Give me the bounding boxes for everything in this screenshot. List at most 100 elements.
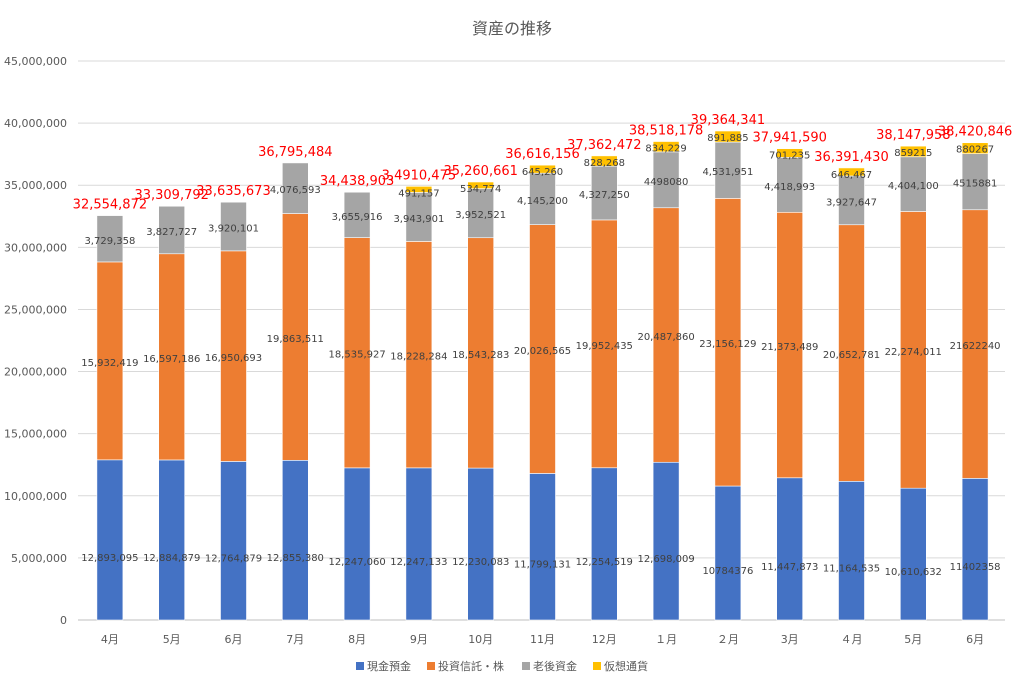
data-label: 11,799,131	[514, 560, 571, 571]
total-label: 36,616,156	[505, 147, 579, 162]
y-tick-label: 0	[60, 614, 67, 627]
data-label: 10784376	[702, 566, 753, 577]
data-label: 12,764,879	[205, 554, 262, 565]
y-tick-label: 20,000,000	[4, 366, 67, 379]
data-label: 4,404,100	[888, 181, 939, 192]
data-label: 645,260	[522, 167, 563, 178]
data-label: 646,467	[831, 170, 872, 181]
data-label: 12,247,060	[328, 557, 385, 568]
legend-label: 老後資金	[533, 659, 577, 673]
y-tick-label: 30,000,000	[4, 241, 67, 254]
total-label: 38,147,958	[876, 128, 950, 143]
bar-segment	[529, 473, 556, 621]
data-label: 12,698,009	[637, 554, 694, 565]
x-tick-label: 8月	[348, 633, 366, 646]
x-tick-label: 6月	[966, 633, 984, 646]
x-tick-label: 11月	[530, 633, 555, 646]
bar-segment	[220, 201, 247, 252]
legend-label: 現金預金	[367, 659, 411, 673]
y-tick-label: 40,000,000	[4, 117, 67, 130]
data-label: 11,164,535	[823, 564, 880, 575]
data-label: 21,373,489	[761, 342, 818, 353]
x-tick-label: 5月	[163, 633, 181, 646]
bar-segment	[405, 186, 433, 193]
data-label: 23,156,129	[699, 339, 756, 350]
data-label: 11402358	[950, 562, 1001, 573]
x-tick-label: 5月	[904, 633, 922, 646]
data-label: 4498080	[644, 177, 689, 188]
data-label: 3,655,916	[332, 212, 383, 223]
x-tick-label: 3月	[781, 633, 799, 646]
data-label: 18,228,284	[390, 352, 447, 363]
data-label: 12,884,879	[143, 553, 200, 564]
bar-segment	[343, 191, 371, 238]
data-label: 20,652,781	[823, 350, 880, 361]
legend-swatch	[427, 662, 435, 670]
bar-segment	[961, 478, 989, 621]
total-label: 38,420,846	[938, 125, 1012, 140]
bar-segment	[590, 467, 618, 621]
bar-segment	[96, 215, 124, 263]
bar-segment	[652, 207, 680, 463]
total-label: 35,260,661	[443, 164, 517, 179]
bar-segment	[96, 459, 124, 621]
data-label: 859215	[894, 148, 932, 159]
total-label: 33,309,792	[134, 188, 208, 203]
data-label: 12,254,519	[576, 557, 633, 568]
bar-segment	[158, 205, 185, 255]
y-tick-label: 5,000,000	[11, 552, 67, 565]
bar-segment	[405, 467, 433, 621]
bar-segment	[529, 224, 556, 474]
legend-swatch	[522, 662, 530, 670]
bar-segment	[467, 467, 495, 621]
data-label: 3,952,521	[455, 210, 506, 221]
bar-segment	[529, 164, 556, 174]
bar-segment	[714, 130, 742, 143]
data-label: 3,920,101	[208, 224, 259, 235]
bar-segment	[96, 261, 124, 461]
data-label: 4,327,250	[579, 190, 630, 201]
total-label: 33,635,673	[196, 184, 270, 199]
y-tick-label: 15,000,000	[4, 428, 67, 441]
x-tick-label: 6月	[225, 633, 243, 646]
bar-segment	[405, 241, 433, 469]
x-tick-label: 7月	[286, 633, 304, 646]
bar-segment	[961, 153, 989, 211]
bar-segment	[838, 481, 865, 621]
data-label: 12,230,083	[452, 557, 509, 568]
data-label: 828,268	[584, 158, 625, 169]
data-label: 16,950,693	[205, 353, 262, 364]
data-label: 3,827,727	[146, 227, 197, 238]
total-label: 32,554,872	[73, 198, 147, 213]
y-tick-label: 45,000,000	[4, 55, 67, 68]
bar-segment	[220, 461, 247, 621]
bar-segment	[776, 211, 804, 479]
total-label: 37,362,472	[567, 138, 641, 153]
bar-segment	[158, 459, 185, 621]
chart-title: 資産の推移	[472, 19, 552, 38]
bar-segment	[467, 237, 495, 469]
total-label: 37,941,590	[752, 131, 826, 146]
bar-segment	[281, 460, 309, 621]
bar-segment	[281, 213, 309, 461]
data-labels: 12,893,095 15,932,419 3,729,358 32,554,872 1…	[73, 113, 1013, 578]
legend: 現金預金 投資信託・株 老後資金 仮想通貨	[356, 659, 648, 673]
bar-segment	[714, 485, 742, 621]
bar-segment	[590, 219, 618, 469]
data-label: 12,247,133	[390, 557, 447, 568]
data-label: 21622240	[950, 341, 1001, 352]
x-axis-tick-labels: 4月 5月 6月 7月 8月 9月 10月 11月 12月 １月 ２月 3月 ４月 5月 6月	[101, 633, 984, 646]
data-label: 15,932,419	[81, 358, 138, 369]
data-label: 12,855,380	[267, 553, 324, 564]
bar-segment	[899, 145, 927, 158]
bar-segment	[652, 141, 680, 153]
bar-segment	[961, 142, 989, 154]
bar-segment	[776, 148, 804, 158]
total-label: 38,518,178	[629, 124, 703, 139]
x-tick-label: ２月	[717, 633, 739, 646]
data-label: 834,229	[645, 144, 686, 155]
x-tick-label: 9月	[410, 633, 428, 646]
bar-segment	[529, 172, 556, 225]
data-label: 880267	[956, 145, 994, 156]
